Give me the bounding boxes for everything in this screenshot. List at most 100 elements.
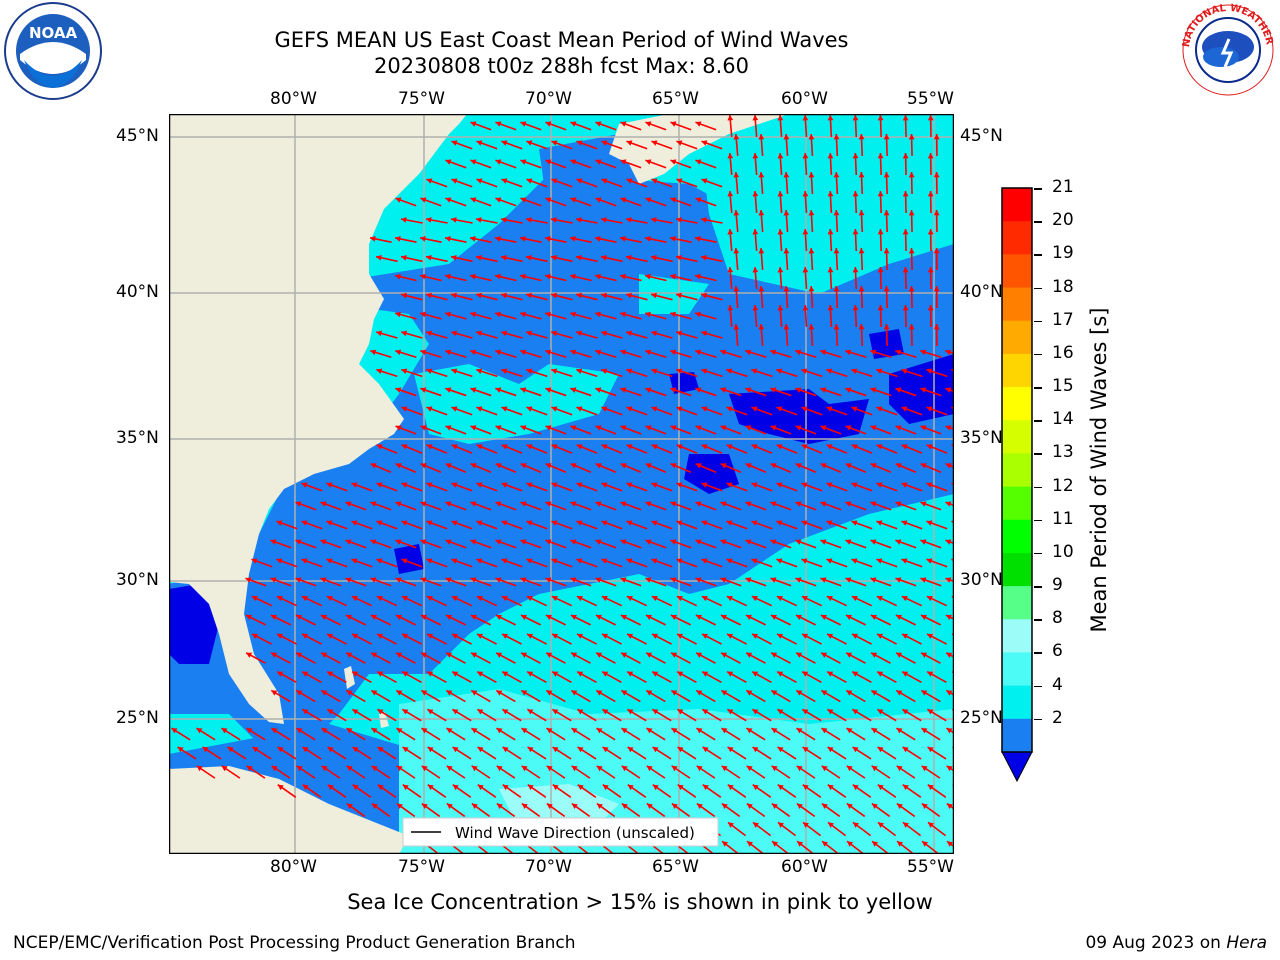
wind-wave-arrow-head xyxy=(302,784,309,791)
wind-wave-arrow-head xyxy=(770,577,777,583)
wind-wave-arrow-head xyxy=(845,614,852,621)
wind-wave-arrow-head xyxy=(751,482,758,488)
wind-wave-arrow-head xyxy=(696,690,703,696)
wind-wave-arrow-head xyxy=(471,803,478,809)
wind-wave-arrow-head xyxy=(745,349,752,356)
wind-wave-arrow-head xyxy=(808,172,815,178)
wind-wave-arrow-head xyxy=(852,709,859,715)
wind-wave-arrow-head xyxy=(902,822,909,828)
wind-wave-arrow-head xyxy=(902,191,909,197)
wind-wave-arrow-head xyxy=(651,292,657,299)
wind-wave-arrow-head xyxy=(796,765,803,772)
wind-wave-arrow-head xyxy=(552,709,559,715)
wind-wave-arrow-head xyxy=(545,121,552,127)
wind-wave-arrow-head xyxy=(345,577,352,583)
wind-wave-arrow-head xyxy=(927,633,934,639)
wind-wave-arrow-head xyxy=(545,349,552,356)
wind-wave-arrow-head xyxy=(327,747,334,753)
wind-wave-arrow-head xyxy=(445,539,452,545)
wind-wave-arrow-head xyxy=(520,121,527,127)
wind-wave-arrow-head xyxy=(271,728,278,734)
wind-wave-arrow-head xyxy=(727,822,734,828)
wave-period-map: Wind Wave Direction (unscaled) xyxy=(169,114,954,854)
wind-wave-arrow-head xyxy=(621,803,628,809)
wind-wave-arrow-head xyxy=(276,595,283,602)
wind-wave-arrow-head xyxy=(902,709,909,715)
wind-wave-arrow-head xyxy=(601,406,608,412)
wind-wave-arrow-head xyxy=(826,520,833,526)
wind-wave-arrow-head xyxy=(746,728,753,734)
wind-wave-arrow-head xyxy=(551,595,558,602)
wind-wave-arrow-head xyxy=(795,577,802,583)
wind-wave-arrow-head xyxy=(595,577,602,583)
wind-wave-arrow-head xyxy=(908,210,915,216)
wind-wave-arrow-head xyxy=(751,406,758,412)
wind-wave-arrow-head xyxy=(627,633,634,639)
wind-wave-arrow-head xyxy=(346,690,353,696)
wind-wave-arrow-head xyxy=(858,324,865,330)
lat-label-right: 30°N xyxy=(960,570,1003,590)
wind-wave-arrow-head xyxy=(701,254,707,261)
wind-wave-arrow-head xyxy=(426,406,433,412)
wind-wave-arrow-head xyxy=(246,652,253,658)
wind-wave-arrow-head xyxy=(933,134,940,140)
colorbar-tick-label: 17 xyxy=(1052,309,1074,330)
wind-wave-arrow-head xyxy=(675,217,682,223)
wind-wave-arrow-head xyxy=(851,444,858,450)
wind-wave-arrow-head xyxy=(501,330,508,337)
wind-wave-arrow-head xyxy=(426,254,432,261)
wind-wave-arrow-head xyxy=(877,115,884,121)
wind-wave-arrow-head xyxy=(620,539,627,545)
wind-wave-arrow-head xyxy=(702,784,709,791)
wind-wave-arrow-head xyxy=(851,520,858,526)
wind-wave-arrow-head xyxy=(296,690,303,696)
wind-wave-arrow-head xyxy=(901,558,908,564)
wind-wave-arrow-head xyxy=(920,463,927,469)
wind-wave-arrow-head xyxy=(858,172,865,178)
wind-wave-arrow-head xyxy=(696,765,703,772)
wind-wave-arrow-head xyxy=(396,652,403,658)
wind-wave-arrow-head xyxy=(596,765,603,772)
wind-wave-arrow-head xyxy=(501,140,508,146)
wind-wave-arrow-head xyxy=(296,728,303,734)
wind-wave-arrow-head xyxy=(445,159,452,165)
wind-wave-arrow-head xyxy=(746,690,753,696)
wind-wave-arrow-head xyxy=(652,671,659,677)
wind-wave-arrow-head xyxy=(801,368,808,374)
wind-wave-arrow-head xyxy=(677,633,684,639)
wind-wave-arrow-head xyxy=(777,709,784,715)
wind-wave-arrow-head xyxy=(401,558,408,564)
wind-wave-arrow-head xyxy=(777,633,784,639)
lon-label-bottom: 70°W xyxy=(525,857,572,877)
wind-wave-arrow-head xyxy=(802,709,809,715)
wind-wave-arrow-head xyxy=(727,747,734,753)
wind-wave-arrow-head xyxy=(626,482,633,488)
wind-wave-arrow-head xyxy=(727,115,734,121)
wind-wave-arrow-head xyxy=(876,444,883,450)
wind-wave-arrow-head xyxy=(476,595,483,602)
wind-wave-arrow-head xyxy=(452,747,459,753)
wind-wave-arrow-head xyxy=(908,172,915,178)
wind-wave-arrow-head xyxy=(276,520,283,526)
wind-wave-arrow-head xyxy=(401,444,408,450)
wind-wave-arrow-head xyxy=(495,236,501,242)
wind-wave-arrow-head xyxy=(495,539,502,545)
wind-wave-arrow-head xyxy=(645,387,652,393)
wind-wave-arrow-head xyxy=(546,765,553,772)
wind-wave-arrow-head xyxy=(946,803,953,809)
wind-wave-arrow-head xyxy=(420,614,427,621)
wind-wave-arrow-head xyxy=(570,311,577,318)
wind-wave-arrow-head xyxy=(695,501,702,507)
wind-wave-arrow-head xyxy=(901,406,908,412)
wind-wave-arrow-head xyxy=(701,444,708,450)
wind-wave-arrow-head xyxy=(783,134,790,140)
wind-wave-arrow-head xyxy=(395,197,402,203)
wind-wave-arrow-head xyxy=(896,803,903,809)
wind-wave-arrow-head xyxy=(827,671,834,677)
colorbar-segment xyxy=(1002,519,1032,554)
wind-wave-arrow-head xyxy=(451,254,457,261)
wind-wave-arrow-head xyxy=(471,728,478,734)
wind-wave-arrow-head xyxy=(502,671,509,677)
colorbar-tick-label: 2 xyxy=(1052,707,1063,728)
wind-wave-arrow-head xyxy=(851,482,858,488)
